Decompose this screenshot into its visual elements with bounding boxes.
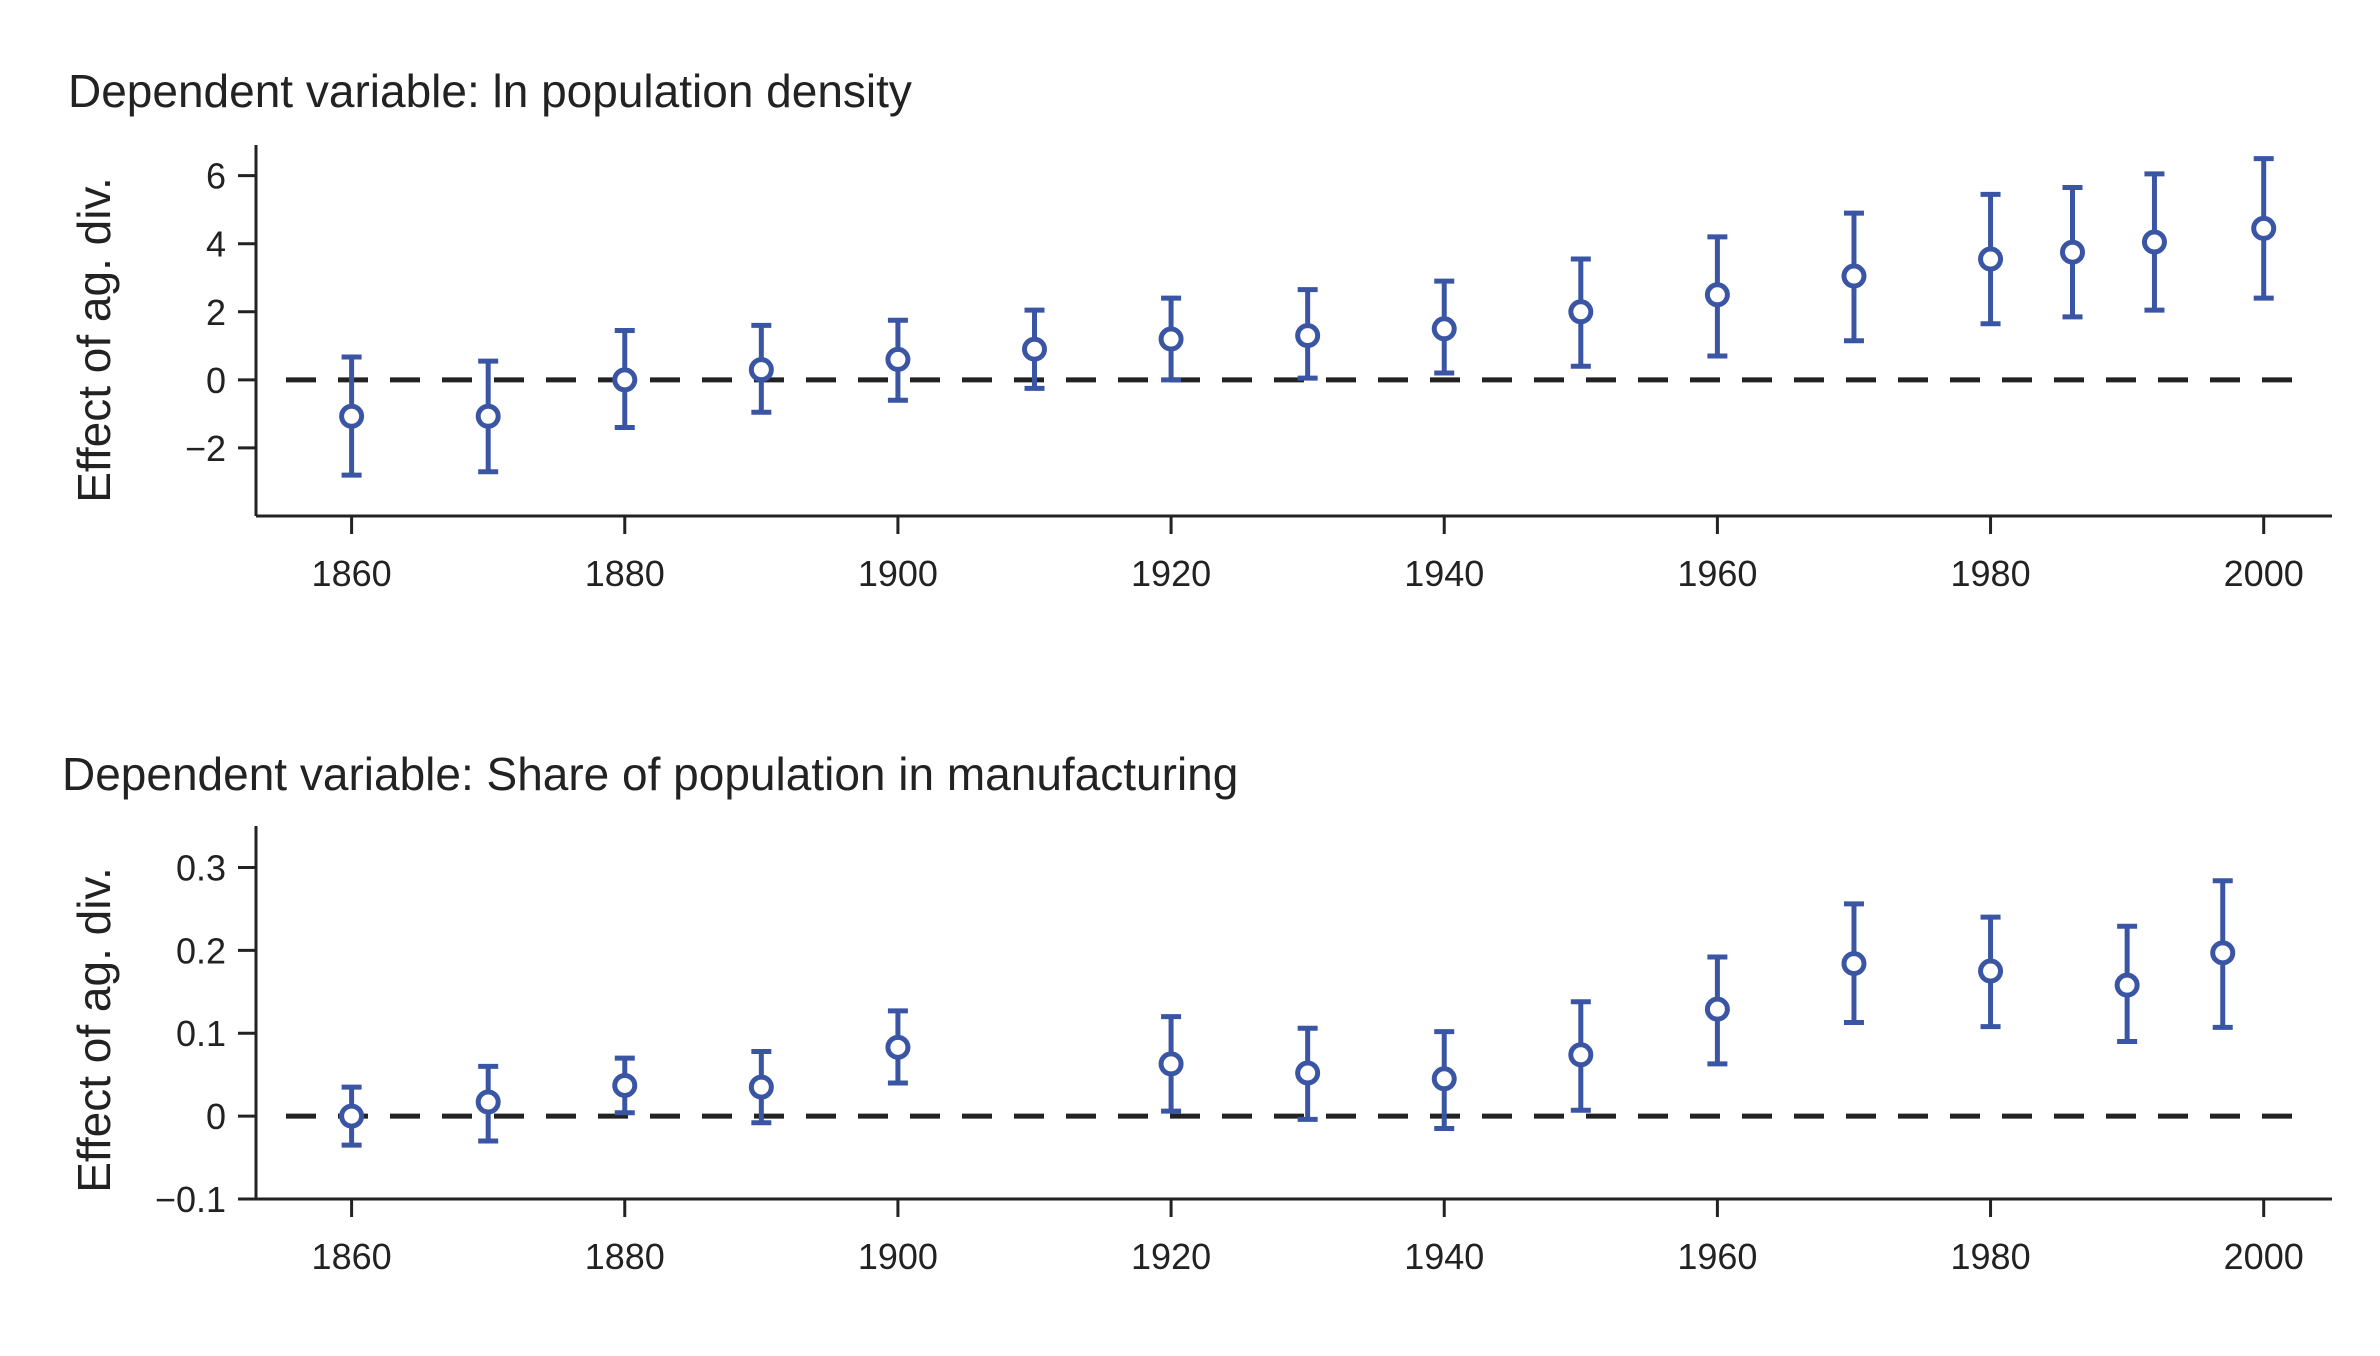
y-tick-label: 0.3 xyxy=(176,847,226,888)
panel-title: Dependent variable: Share of population … xyxy=(62,748,1238,800)
y-tick-label: −0.1 xyxy=(155,1179,226,1220)
data-point xyxy=(475,403,501,429)
x-tick-label: 1960 xyxy=(1677,1236,1757,1277)
data-point xyxy=(885,346,911,372)
data-point xyxy=(1978,958,2004,984)
data-point xyxy=(1704,282,1730,308)
x-tick-label: 1900 xyxy=(858,553,938,594)
data-point xyxy=(1841,951,1867,977)
data-point xyxy=(1978,246,2004,272)
x-tick-label: 1860 xyxy=(312,553,392,594)
data-point xyxy=(339,1103,365,1129)
y-tick-label: 0.1 xyxy=(176,1013,226,1054)
data-point xyxy=(1295,323,1321,349)
y-axis-label: Effect of ag. div. xyxy=(68,867,120,1193)
x-tick-label: 1940 xyxy=(1404,1236,1484,1277)
data-point xyxy=(1431,1066,1457,1092)
y-tick-label: 6 xyxy=(206,156,226,197)
data-point xyxy=(748,1074,774,1100)
y-tick-label: 4 xyxy=(206,224,226,265)
y-tick-label: −2 xyxy=(185,428,226,469)
data-point xyxy=(1431,316,1457,342)
panel-title: Dependent variable: ln population densit… xyxy=(68,65,912,117)
y-tick-label: 0 xyxy=(206,360,226,401)
x-tick-label: 2000 xyxy=(2224,553,2304,594)
x-tick-label: 1900 xyxy=(858,1236,938,1277)
data-point xyxy=(1704,996,1730,1022)
data-point xyxy=(2210,940,2236,966)
panel-population-density: Dependent variable: ln population densit… xyxy=(68,65,2332,594)
data-point xyxy=(612,367,638,393)
x-tick-label: 1960 xyxy=(1677,553,1757,594)
data-point xyxy=(1158,1051,1184,1077)
y-tick-label: 0.2 xyxy=(176,930,226,971)
x-tick-label: 1940 xyxy=(1404,553,1484,594)
x-tick-label: 1980 xyxy=(1951,1236,2031,1277)
x-tick-label: 1880 xyxy=(585,553,665,594)
data-point xyxy=(1568,1042,1594,1068)
data-point xyxy=(2141,229,2167,255)
data-point xyxy=(2114,972,2140,998)
data-point xyxy=(2251,215,2277,241)
data-point xyxy=(748,357,774,383)
data-point xyxy=(1568,299,1594,325)
y-tick-label: 2 xyxy=(206,292,226,333)
data-point xyxy=(1022,336,1047,362)
x-tick-label: 1860 xyxy=(312,1236,392,1277)
data-point xyxy=(612,1072,638,1098)
data-point xyxy=(1295,1060,1321,1086)
y-tick-label: 0 xyxy=(206,1096,226,1137)
data-point xyxy=(339,403,365,429)
data-point xyxy=(2060,239,2085,265)
data-point xyxy=(1841,263,1867,289)
y-axis-label: Effect of ag. div. xyxy=(68,177,120,503)
data-point xyxy=(885,1034,911,1060)
data-point xyxy=(1158,326,1184,352)
data-point xyxy=(475,1089,501,1115)
x-tick-label: 1920 xyxy=(1131,553,1211,594)
x-tick-label: 1880 xyxy=(585,1236,665,1277)
x-tick-label: 1920 xyxy=(1131,1236,1211,1277)
panel-manufacturing-share: Dependent variable: Share of population … xyxy=(62,748,2332,1277)
x-tick-label: 1980 xyxy=(1951,553,2031,594)
x-tick-label: 2000 xyxy=(2224,1236,2304,1277)
